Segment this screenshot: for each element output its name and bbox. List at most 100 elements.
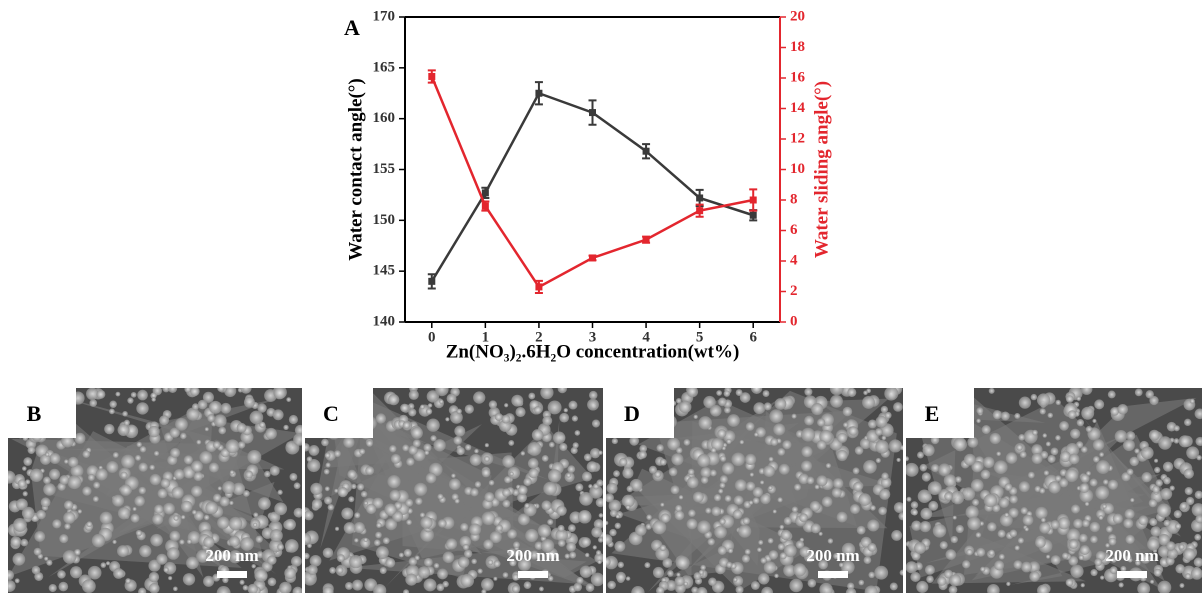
particle xyxy=(1021,561,1032,573)
particle xyxy=(859,437,872,450)
particle xyxy=(1117,403,1129,415)
particle xyxy=(782,440,792,450)
particle xyxy=(1018,396,1032,409)
particle xyxy=(48,583,57,593)
particle xyxy=(353,521,365,534)
particle xyxy=(40,453,51,465)
particle xyxy=(697,453,711,468)
particle xyxy=(625,504,631,510)
particle xyxy=(130,513,140,523)
particle xyxy=(919,463,928,472)
particle xyxy=(1138,515,1149,526)
particle xyxy=(82,486,92,496)
particle xyxy=(1140,553,1151,564)
particle xyxy=(591,526,603,538)
particle xyxy=(889,582,898,591)
particle xyxy=(269,529,283,543)
particle xyxy=(713,493,722,502)
particle xyxy=(879,488,891,500)
particle xyxy=(1112,513,1123,524)
particle xyxy=(719,455,727,462)
particle xyxy=(95,468,108,481)
particle xyxy=(425,408,433,415)
particle xyxy=(606,482,618,494)
particle xyxy=(572,442,579,449)
particle xyxy=(570,446,578,455)
particle xyxy=(293,482,301,490)
particle xyxy=(953,437,968,452)
particle xyxy=(1008,507,1019,518)
particle xyxy=(622,467,634,479)
particle xyxy=(880,405,889,414)
particle xyxy=(283,424,289,431)
particle xyxy=(559,442,568,452)
particle xyxy=(43,483,56,496)
label-box xyxy=(305,388,373,438)
particle xyxy=(294,424,302,436)
particle xyxy=(721,462,735,475)
particle xyxy=(567,465,576,474)
y-tick-label: 155 xyxy=(373,161,396,177)
particle xyxy=(1078,554,1084,561)
particle xyxy=(57,570,66,579)
particle xyxy=(1070,428,1081,439)
particle xyxy=(1158,436,1172,450)
particle xyxy=(906,456,909,462)
particle xyxy=(763,561,777,574)
particle xyxy=(1186,496,1195,506)
particle xyxy=(385,518,398,531)
particle xyxy=(1004,483,1013,492)
particle xyxy=(864,585,878,593)
particle xyxy=(442,551,455,564)
particle xyxy=(807,578,817,588)
y2-tick-label: 12 xyxy=(790,130,805,146)
particle xyxy=(591,419,601,428)
particle xyxy=(487,559,494,566)
particle xyxy=(832,478,844,489)
particle xyxy=(150,533,163,547)
particle xyxy=(322,586,334,593)
particle xyxy=(1046,554,1051,559)
particle xyxy=(46,559,53,566)
particle xyxy=(305,533,312,546)
particle xyxy=(245,470,253,479)
particle xyxy=(556,505,567,516)
particle xyxy=(484,443,489,448)
particle xyxy=(900,445,903,451)
particle xyxy=(507,529,517,539)
particle xyxy=(911,520,922,531)
particle xyxy=(489,531,502,544)
particle xyxy=(512,541,520,549)
particle xyxy=(1163,519,1171,527)
particle xyxy=(173,515,179,521)
particle xyxy=(446,538,458,550)
particle xyxy=(454,425,466,437)
particle xyxy=(436,583,445,592)
particle xyxy=(858,579,865,586)
particle xyxy=(1042,433,1047,438)
particle xyxy=(437,493,444,500)
particle xyxy=(596,550,602,556)
particle xyxy=(228,516,243,531)
particle xyxy=(734,479,747,492)
particle xyxy=(134,495,145,507)
particle xyxy=(847,582,855,590)
particle xyxy=(1145,390,1154,399)
particle xyxy=(390,453,401,464)
particle xyxy=(109,408,115,415)
x-tick-label: 4 xyxy=(642,329,650,345)
particle xyxy=(744,548,751,555)
particle xyxy=(836,449,848,462)
particle xyxy=(818,559,829,570)
particle xyxy=(858,493,872,506)
particle xyxy=(202,391,214,403)
y2-tick-label: 10 xyxy=(790,161,805,177)
particle xyxy=(1152,485,1160,494)
particle xyxy=(1153,568,1162,577)
particle xyxy=(309,554,322,567)
particle xyxy=(586,461,598,473)
scale-bar xyxy=(518,571,548,578)
particle xyxy=(1030,393,1038,401)
particle xyxy=(203,575,215,587)
particle xyxy=(1076,396,1081,401)
